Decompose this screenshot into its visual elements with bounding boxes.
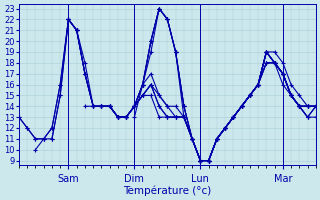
- X-axis label: Température (°c): Température (°c): [123, 185, 212, 196]
